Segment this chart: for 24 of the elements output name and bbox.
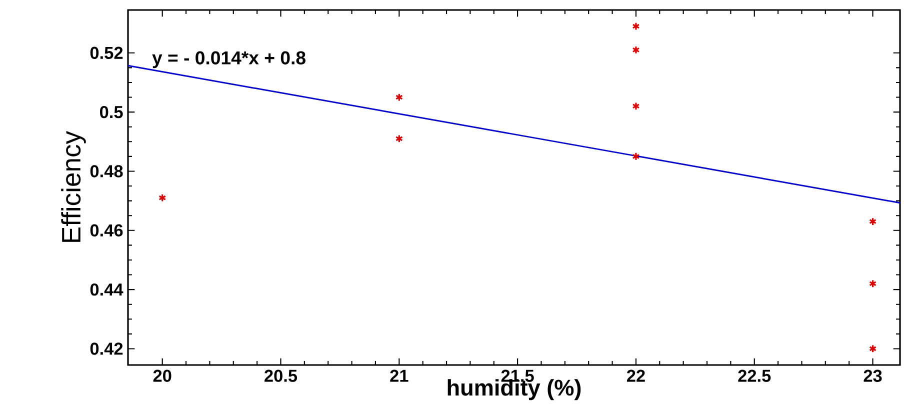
point <box>632 152 640 161</box>
point <box>868 344 877 353</box>
point <box>395 93 403 102</box>
point <box>395 134 403 143</box>
x-tick-label: 21 <box>390 370 408 382</box>
x-tick-label: 23 <box>864 370 882 382</box>
x-tick-label: 20.5 <box>264 370 298 382</box>
y-tick-label: 0.5 <box>100 106 123 118</box>
point <box>868 279 877 288</box>
point <box>868 217 877 226</box>
y-tick-label: 0.52 <box>90 46 123 60</box>
point <box>632 46 640 54</box>
y-tick-label: 0.44 <box>90 283 124 296</box>
y-tick-label: 0.42 <box>90 342 123 355</box>
annotation: y = - 0.014*x + 0.8 <box>152 51 306 68</box>
y-tick-label: 0.46 <box>90 224 123 237</box>
x-tick-label: 20 <box>153 370 172 382</box>
point <box>632 102 640 110</box>
y-axis-title: Efficiency <box>61 130 86 242</box>
y-tick-label: 0.48 <box>90 165 123 178</box>
point <box>158 194 166 202</box>
point <box>632 22 640 31</box>
x-tick-label: 22 <box>626 370 645 382</box>
x-tick-label: 22.5 <box>738 370 771 382</box>
